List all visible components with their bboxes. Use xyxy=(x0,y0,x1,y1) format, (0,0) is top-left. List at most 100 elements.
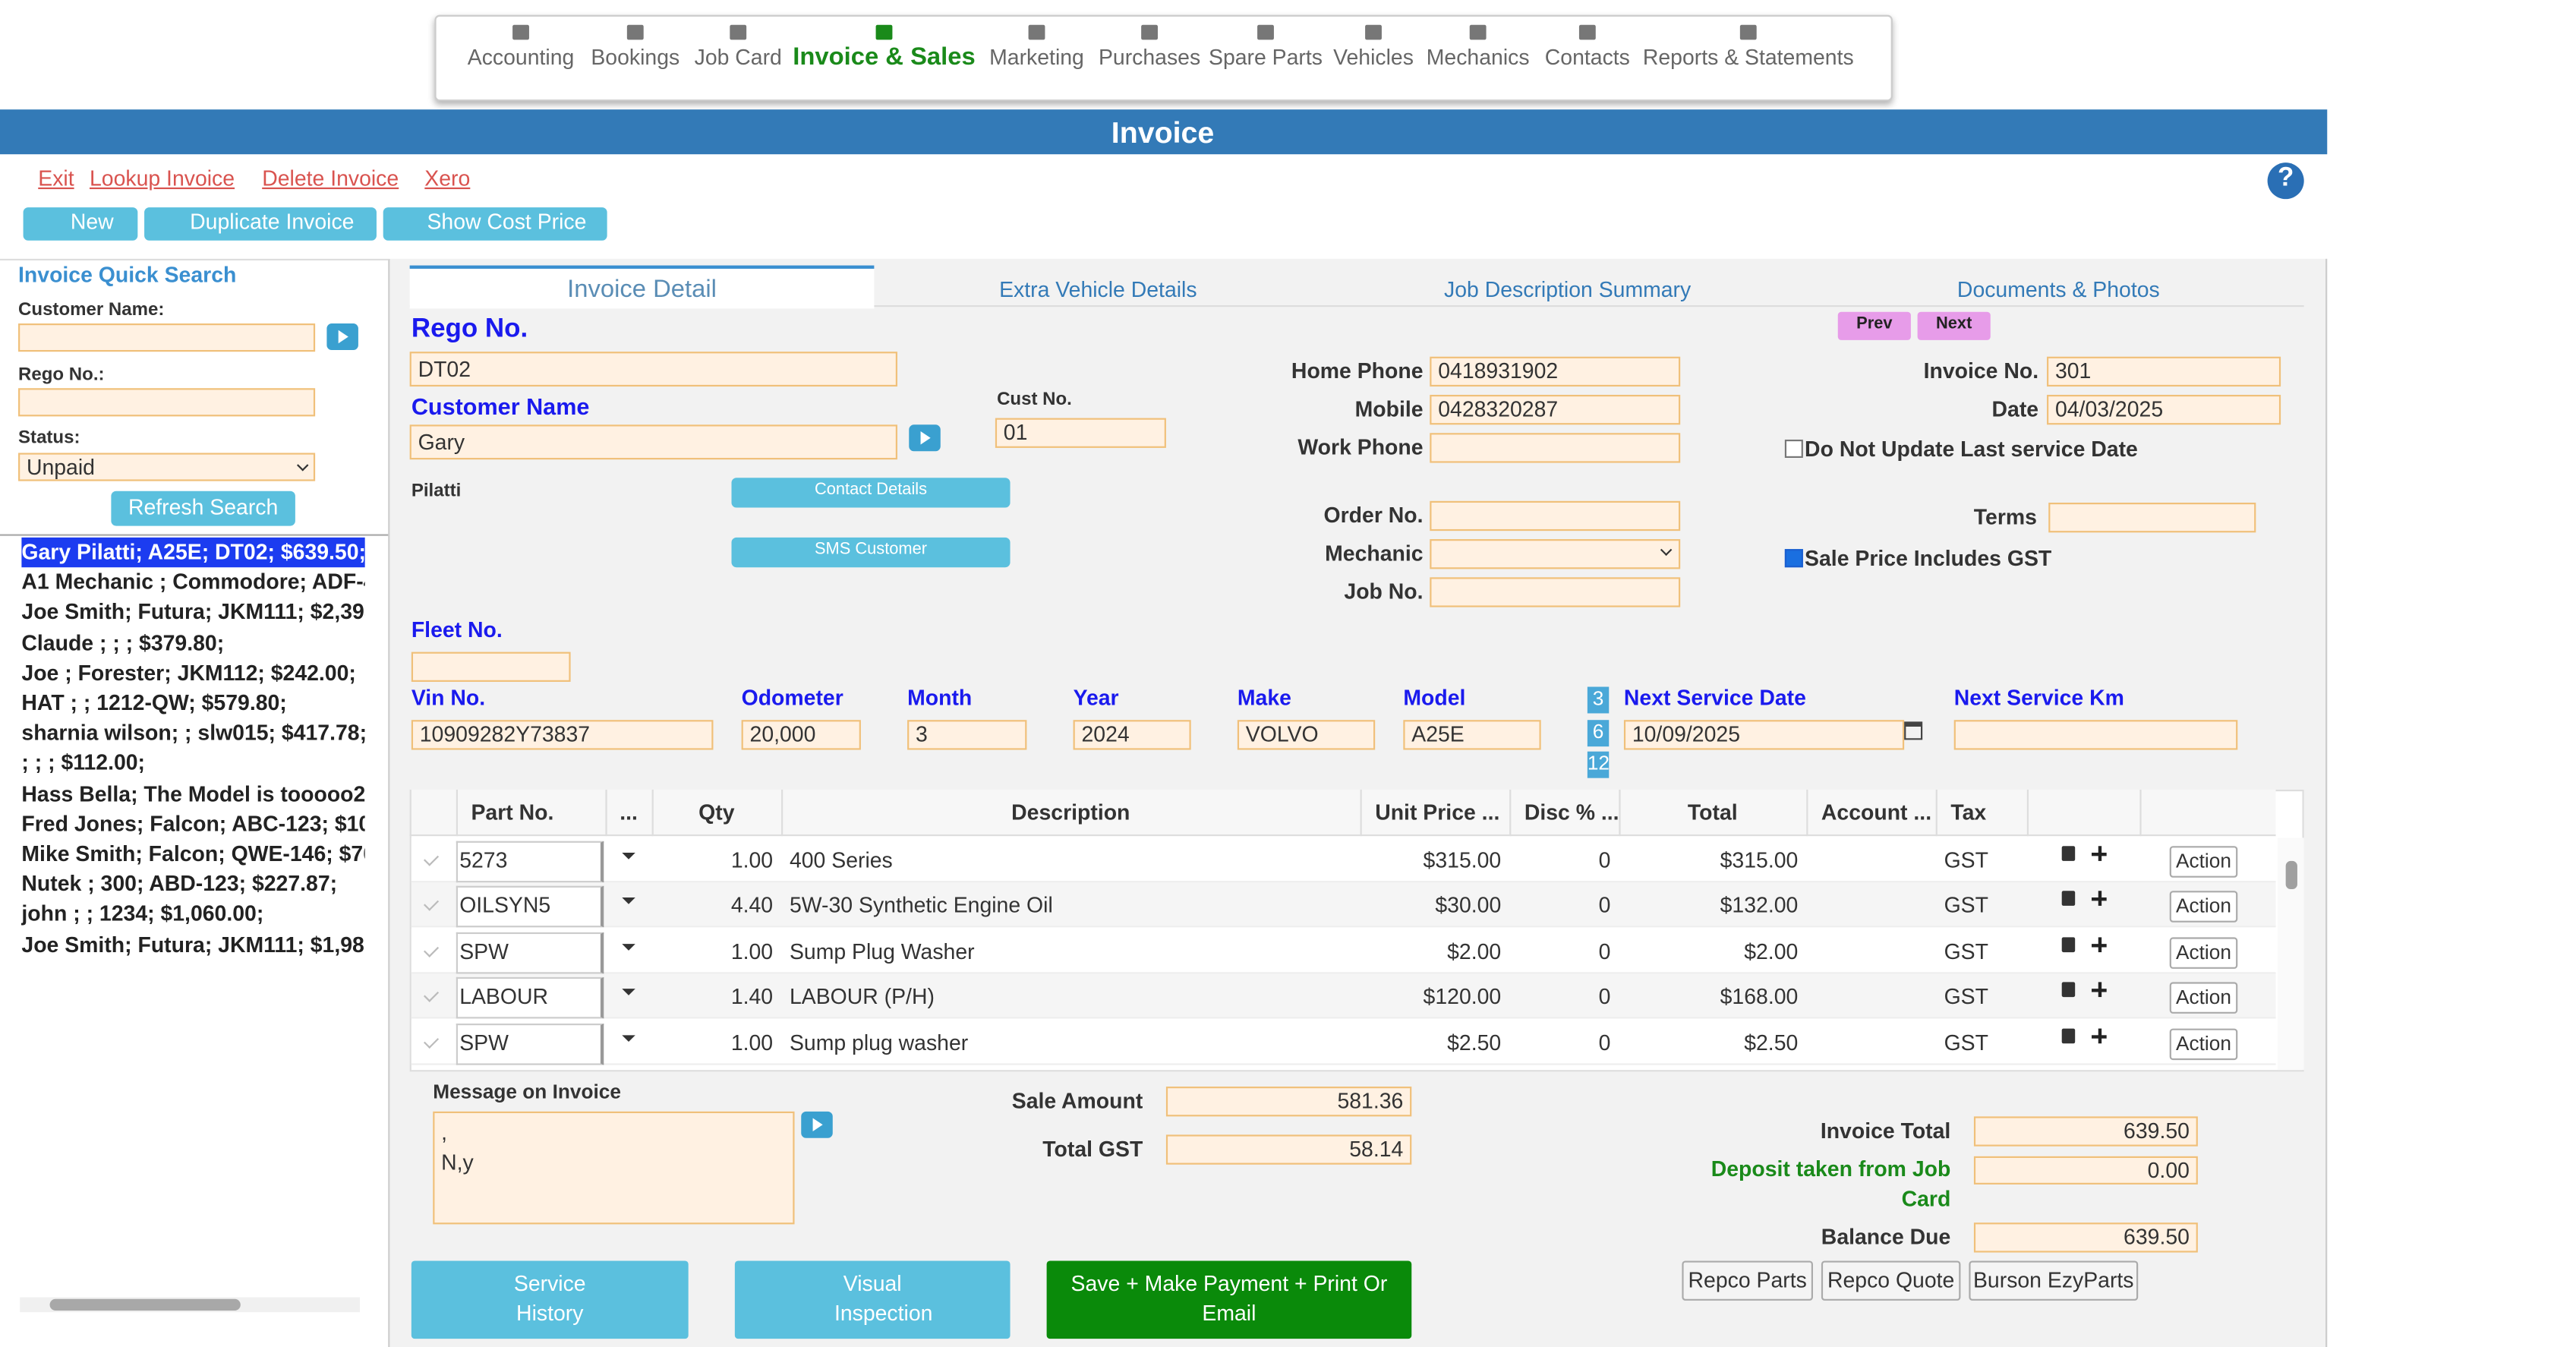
search-result[interactable]: A1 Mechanic ; Commodore; ADF-4 xyxy=(21,569,365,595)
search-result[interactable]: Mike Smith; Falcon; QWE-146; $70 xyxy=(21,841,365,866)
vehicle-input[interactable]: 10/09/2025 xyxy=(1623,720,1905,750)
action-button[interactable]: Duplicate Invoice xyxy=(144,207,377,241)
interval-button[interactable]: 3 xyxy=(1587,686,1610,714)
vehicle-input[interactable]: 10909282Y73837 xyxy=(411,720,714,750)
delete-icon[interactable] xyxy=(2061,936,2076,952)
nav-item[interactable]: Accounting xyxy=(467,44,575,70)
nav-item[interactable]: Job Card xyxy=(694,44,782,70)
action-button[interactable]: Action xyxy=(2169,891,2238,923)
nav-item[interactable]: Bookings xyxy=(591,44,680,70)
go-button[interactable] xyxy=(801,1111,833,1138)
search-result[interactable]: sharnia wilson; ; slw015; $417.78; xyxy=(21,720,365,746)
parts-button[interactable]: Repco Quote xyxy=(1821,1260,1961,1301)
action-link[interactable]: Exit xyxy=(38,166,74,191)
vehicle-input[interactable]: 20,000 xyxy=(741,720,861,750)
search-result[interactable]: ; ; ; $112.00; xyxy=(21,750,146,776)
vehicle-input[interactable]: VOLVO xyxy=(1237,720,1376,750)
add-icon[interactable] xyxy=(2097,982,2101,998)
nav-item[interactable]: Contacts xyxy=(1544,44,1630,70)
search-result[interactable]: Claude ; ; ; $379.80; xyxy=(21,629,225,655)
search-result[interactable]: Joe ; Forester; JKM112; $242.00; xyxy=(21,660,356,685)
nav-item[interactable]: Spare Parts xyxy=(1209,44,1323,70)
go-button[interactable] xyxy=(326,323,358,350)
search-result[interactable]: Joe Smith; Futura; JKM111; $2,398 xyxy=(21,599,365,625)
checkbox[interactable] xyxy=(1784,439,1803,459)
pager-button[interactable]: Prev xyxy=(1837,311,1911,340)
help-button[interactable]: ? xyxy=(2267,162,2304,200)
nav-item[interactable]: Mechanics xyxy=(1426,44,1530,70)
invoice-no-input[interactable]: 301 xyxy=(2047,356,2281,387)
interval-button[interactable]: 6 xyxy=(1587,720,1610,747)
customer-input[interactable] xyxy=(18,323,316,352)
delete-icon[interactable] xyxy=(2061,846,2076,861)
action-button[interactable]: Action xyxy=(2169,936,2238,969)
tab[interactable]: Documents & Photos xyxy=(1956,276,2160,302)
vehicle-input[interactable] xyxy=(1953,720,2238,750)
parts-button[interactable]: Repco Parts xyxy=(1682,1260,1813,1301)
action-button[interactable]: Action xyxy=(2169,982,2238,1014)
action-link[interactable]: Lookup Invoice xyxy=(89,166,235,191)
search-result[interactable]: Nutek ; 300; ABD-123; $227.87; xyxy=(21,871,338,897)
terms-input[interactable] xyxy=(2048,502,2256,533)
footer-button[interactable]: Save + Make Payment + Print Or Email xyxy=(1046,1260,1412,1339)
add-icon[interactable] xyxy=(2097,1027,2101,1043)
action-link[interactable]: Xero xyxy=(424,166,471,191)
contact-button[interactable]: Contact Details xyxy=(731,478,1011,508)
go-button[interactable] xyxy=(909,424,941,452)
add-icon[interactable] xyxy=(2097,891,2101,907)
total-input[interactable]: 581.36 xyxy=(1165,1087,1412,1117)
contact-input[interactable] xyxy=(1430,500,1681,532)
delete-icon[interactable] xyxy=(2061,982,2076,998)
search-result[interactable]: Gary Pilatti; A25E; DT02; $639.50; xyxy=(21,537,365,568)
interval-button[interactable]: 12 xyxy=(1587,751,1610,778)
rego-input[interactable] xyxy=(18,388,316,417)
nav-item[interactable]: Reports & Statements xyxy=(1642,44,1854,70)
rego-input[interactable]: DT02 xyxy=(409,352,897,387)
footer-button[interactable]: Visual Inspection xyxy=(734,1260,1011,1339)
cust-no-input[interactable]: 01 xyxy=(995,418,1166,448)
action-button[interactable]: Action xyxy=(2169,1027,2238,1060)
refresh-button[interactable]: Refresh Search xyxy=(111,491,295,526)
action-button[interactable]: New xyxy=(23,207,138,241)
total-input[interactable]: 0.00 xyxy=(1973,1156,2198,1185)
sms-button[interactable]: SMS Customer xyxy=(731,537,1011,568)
nav-item[interactable]: Purchases xyxy=(1098,44,1201,70)
action-button[interactable]: Show Cost Price xyxy=(383,207,607,241)
vehicle-input[interactable]: 3 xyxy=(907,720,1027,750)
search-result[interactable]: HAT ; ; 1212-QW; $579.80; xyxy=(21,689,287,715)
footer-button[interactable]: Service History xyxy=(411,1260,689,1339)
nav-item[interactable]: Marketing xyxy=(989,44,1084,70)
fleet-input[interactable] xyxy=(411,651,571,682)
search-result[interactable]: Hass Bella; The Model is tooooo2; xyxy=(21,781,365,806)
total-input[interactable]: 58.14 xyxy=(1165,1134,1412,1165)
vehicle-input[interactable]: A25E xyxy=(1403,720,1541,750)
contact-input[interactable]: 0428320287 xyxy=(1430,394,1681,425)
nav-item[interactable]: Invoice & Sales xyxy=(793,43,976,71)
search-result[interactable]: Joe Smith; Futura; JKM111; $1,980 xyxy=(21,931,365,957)
action-button[interactable]: Action xyxy=(2169,846,2238,878)
contact-input[interactable] xyxy=(1430,433,1681,463)
checkbox[interactable] xyxy=(1784,549,1803,568)
action-link[interactable]: Delete Invoice xyxy=(262,166,399,191)
status-select[interactable]: Unpaid xyxy=(18,453,316,481)
date-input[interactable]: 04/03/2025 xyxy=(2047,394,2281,425)
parts-button[interactable]: Burson EzyParts xyxy=(1969,1260,2139,1301)
search-result[interactable]: john ; ; 1234; $1,060.00; xyxy=(21,901,264,926)
tab[interactable]: Invoice Detail xyxy=(567,275,717,304)
tab[interactable]: Extra Vehicle Details xyxy=(999,276,1197,302)
vehicle-input[interactable]: 2024 xyxy=(1073,720,1191,750)
pager-button[interactable]: Next xyxy=(1917,311,1991,340)
tab[interactable]: Job Description Summary xyxy=(1444,276,1692,302)
delete-icon[interactable] xyxy=(2061,1027,2076,1043)
add-icon[interactable] xyxy=(2097,846,2101,861)
contact-input[interactable] xyxy=(1430,539,1681,569)
contact-input[interactable] xyxy=(1430,577,1681,607)
name-input[interactable]: Gary xyxy=(409,424,897,460)
total-input[interactable]: 639.50 xyxy=(1973,1222,2198,1253)
search-result[interactable]: Fred Jones; Falcon; ABC-123; $100. xyxy=(21,810,365,836)
nav-item[interactable]: Vehicles xyxy=(1333,44,1414,70)
add-icon[interactable] xyxy=(2097,936,2101,952)
contact-input[interactable]: 0418931902 xyxy=(1430,356,1681,387)
total-input[interactable]: 639.50 xyxy=(1973,1116,2198,1147)
delete-icon[interactable] xyxy=(2061,891,2076,907)
